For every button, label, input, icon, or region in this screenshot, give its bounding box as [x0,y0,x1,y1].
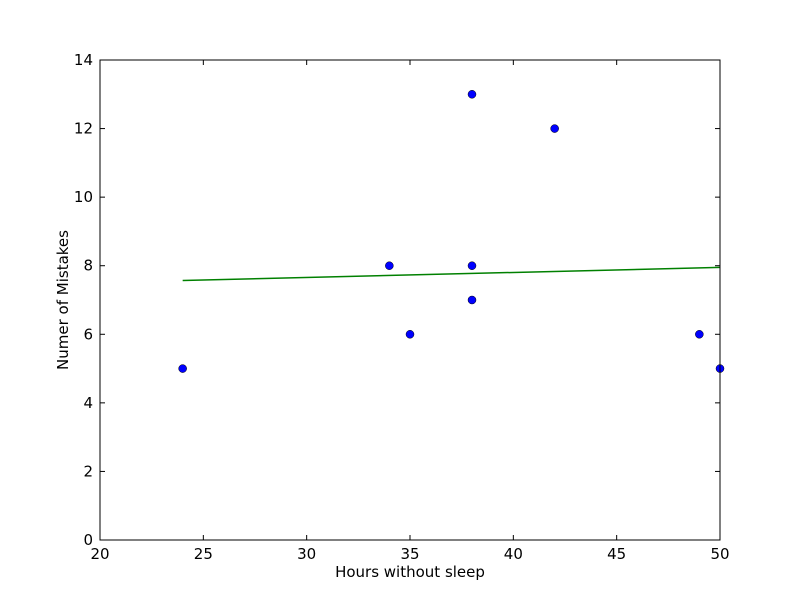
y-tick-label: 4 [83,394,93,412]
x-tick-label: 35 [400,545,419,563]
y-tick-label: 0 [83,531,93,549]
x-tick-label: 45 [607,545,626,563]
y-tick-label: 10 [74,188,93,206]
data-point [467,90,477,99]
x-tick-label: 50 [710,545,729,563]
y-tick-label: 14 [74,51,93,69]
trend-line [182,266,721,282]
plot-frame [99,59,721,541]
data-point [550,124,559,133]
data-point [385,261,394,270]
y-tick-label: 6 [83,325,93,343]
axis-ticks: 20 25 30 35 40 45 50 0 2 4 6 8 10 12 14 [74,51,730,563]
y-tick-label: 2 [83,462,93,480]
y-axis-label: Numer of Mistakes [54,230,72,370]
x-tick-label: 30 [297,545,316,563]
y-tick-label: 12 [74,120,93,138]
x-tick-label: 20 [90,545,109,563]
data-point [405,330,415,339]
x-axis-label: Hours without sleep [335,563,485,581]
data-point [467,295,477,305]
y-tick-label: 8 [83,257,93,275]
data-point [695,330,704,339]
x-tick-label: 40 [504,545,523,563]
x-tick-label: 25 [194,545,213,563]
plot-marks [178,90,725,373]
data-point [467,261,477,270]
data-point [178,364,187,373]
